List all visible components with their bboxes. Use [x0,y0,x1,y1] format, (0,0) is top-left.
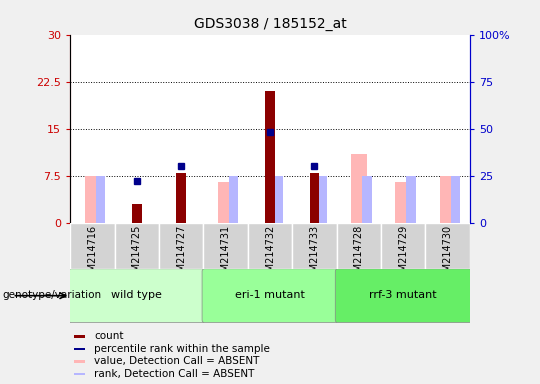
Bar [74,373,85,375]
Bar [406,176,416,223]
Text: genotype/variation: genotype/variation [3,290,102,300]
Text: GSM214728: GSM214728 [354,225,364,284]
Text: count: count [94,331,124,341]
Bar [248,223,292,269]
Bar [85,176,100,223]
FancyBboxPatch shape [202,269,338,323]
Bar [218,182,233,223]
Bar [70,223,114,269]
Bar [451,176,461,223]
Text: GSM214731: GSM214731 [221,225,231,284]
FancyBboxPatch shape [335,269,471,323]
Bar [265,91,275,223]
Text: GSM214729: GSM214729 [398,225,408,284]
Bar [381,223,426,269]
Bar [351,154,367,223]
Text: GSM214730: GSM214730 [443,225,453,284]
Bar [177,172,186,223]
Title: GDS3038 / 185152_at: GDS3038 / 185152_at [194,17,346,31]
Text: eri-1 mutant: eri-1 mutant [235,290,305,300]
Bar [292,223,336,269]
Bar [440,176,455,223]
Bar [318,176,327,223]
Bar [204,223,248,269]
Bar [96,176,105,223]
Bar [74,335,85,338]
Bar [229,176,239,223]
Bar [114,223,159,269]
Bar [426,223,470,269]
FancyBboxPatch shape [69,269,205,323]
Text: GSM214716: GSM214716 [87,225,97,284]
Text: value, Detection Call = ABSENT: value, Detection Call = ABSENT [94,356,260,366]
Bar [273,176,283,223]
Text: wild type: wild type [111,290,162,300]
Bar [132,204,141,223]
Bar [74,348,85,350]
Text: GSM214733: GSM214733 [309,225,319,284]
Bar [395,182,411,223]
Bar [336,223,381,269]
Bar [74,360,85,362]
Text: GSM214727: GSM214727 [176,225,186,285]
Text: rank, Detection Call = ABSENT: rank, Detection Call = ABSENT [94,369,254,379]
Bar [159,223,204,269]
Bar [362,176,372,223]
Text: percentile rank within the sample: percentile rank within the sample [94,344,270,354]
Text: GSM214732: GSM214732 [265,225,275,284]
Bar [309,172,319,223]
Text: GSM214725: GSM214725 [132,225,142,285]
Text: rrf-3 mutant: rrf-3 mutant [369,290,437,300]
